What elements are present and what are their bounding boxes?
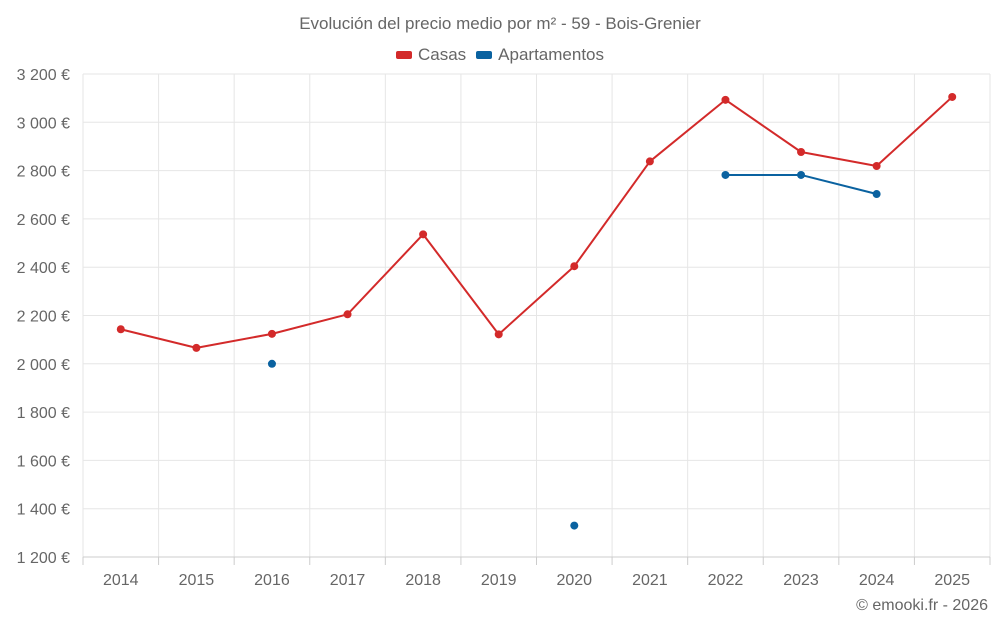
x-tick-label: 2022 (708, 572, 744, 589)
y-tick-label: 2 200 € (17, 309, 70, 326)
data-point-casas (797, 148, 806, 157)
grid (82, 73, 991, 558)
legend-label-apartamentos: Apartamentos (498, 45, 605, 64)
x-axis: 2014 2015 2016 2017 2018 2019 2020 2021 2022 2023… (82, 556, 991, 589)
x-tick-label: 2014 (103, 572, 139, 589)
series-layer (116, 92, 957, 530)
legend-swatch-apartamentos (476, 51, 493, 59)
data-point-casas (343, 310, 352, 319)
data-point-apartamentos (797, 170, 806, 179)
y-tick-label: 2 800 € (17, 164, 70, 181)
y-tick-label: 1 800 € (17, 405, 70, 422)
chart-title: Evolución del precio medio por m² - 59 -… (299, 14, 701, 33)
data-point-apartamentos (872, 190, 881, 199)
data-point-casas (192, 343, 201, 352)
y-tick-label: 1 200 € (17, 550, 70, 567)
credit: © emooki.fr - 2026 (856, 597, 988, 614)
data-point-apartamentos (721, 170, 730, 179)
data-point-casas (267, 329, 276, 338)
x-tick-label: 2016 (254, 572, 290, 589)
data-point-casas (645, 157, 654, 166)
y-axis: 3 200 € 3 000 € 2 800 € 2 600 € 2 400 € 2 200… (17, 67, 70, 567)
x-tick-label: 2021 (632, 572, 668, 589)
y-tick-label: 3 200 € (17, 67, 70, 84)
legend-item-apartamentos[interactable]: Apartamentos (476, 45, 604, 65)
x-tick-label: 2019 (481, 572, 517, 589)
data-point-casas (116, 325, 125, 334)
data-point-apartamentos (570, 521, 579, 530)
x-tick-label: 2025 (934, 572, 970, 589)
x-tick-label: 2024 (859, 572, 895, 589)
y-tick-label: 2 400 € (17, 260, 70, 277)
data-point-casas (419, 230, 428, 239)
y-tick-label: 2 600 € (17, 212, 70, 229)
legend-swatch-casas (395, 51, 412, 59)
legend: Casas Apartamentos (0, 45, 1000, 65)
x-tick-label: 2015 (179, 572, 215, 589)
data-point-apartamentos (267, 359, 276, 368)
data-point-casas (570, 262, 579, 271)
y-tick-label: 1 400 € (17, 502, 70, 519)
series-line-casas (119, 95, 954, 349)
data-point-casas (872, 162, 881, 171)
data-point-casas (494, 330, 503, 339)
y-tick-label: 2 000 € (17, 357, 70, 374)
y-tick-label: 1 600 € (17, 453, 70, 470)
y-tick-label: 3 000 € (17, 115, 70, 132)
x-tick-label: 2023 (783, 572, 819, 589)
x-tick-label: 2018 (405, 572, 441, 589)
x-tick-label: 2017 (330, 572, 366, 589)
data-point-casas (948, 92, 957, 101)
data-point-casas (721, 95, 730, 104)
legend-label-casas: Casas (417, 45, 467, 64)
legend-item-casas[interactable]: Casas (395, 45, 467, 65)
x-tick-label: 2020 (556, 572, 592, 589)
